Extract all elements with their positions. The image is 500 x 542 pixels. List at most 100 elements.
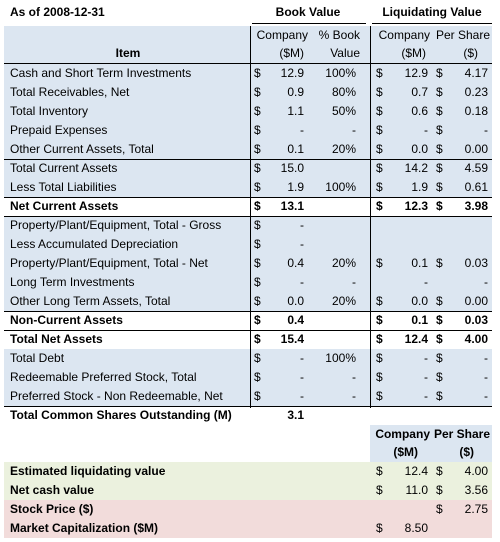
summary-row-shading <box>4 500 492 519</box>
book-value-currency: $ <box>254 237 261 251</box>
book-value: 0.1 <box>287 142 304 156</box>
per-share-value <box>444 406 488 425</box>
book-value-currency: $ <box>254 161 261 175</box>
book-value-currency: $ <box>254 389 261 403</box>
row-separator <box>4 159 492 160</box>
summary-company-currency: $ <box>376 464 383 478</box>
summary-per-share-value: 3.56 <box>464 483 488 497</box>
summary-per-share-value: 2.75 <box>464 502 488 516</box>
row-label: Total Current Assets <box>10 161 118 175</box>
column-separator <box>250 26 251 408</box>
per-share-value: 0.03 <box>464 256 488 270</box>
table-row: Total Debt $ -100% $ - $ - <box>0 349 500 368</box>
row-label: Total Net Assets <box>10 332 103 346</box>
summary-row: Stock Price ($) $2.75 <box>0 500 500 519</box>
row-label: Total Inventory <box>10 104 89 118</box>
row-label: Total Common Shares Outstanding (M) <box>10 408 232 422</box>
row-label: Long Term Investments <box>10 275 135 289</box>
table-row: Long Term Investments $ - - - - <box>0 273 500 292</box>
summary-per-share-header-line2: ($) <box>459 445 474 459</box>
per-share-value: - <box>484 389 488 403</box>
liquidating-value: - <box>424 370 428 384</box>
summary-row-shading <box>4 481 492 500</box>
table-row: Total Common Shares Outstanding (M) 3.1 <box>0 406 500 425</box>
book-value: - <box>300 275 304 289</box>
table-row: Total Inventory $1.1 50% $0.6 $0.18 <box>0 102 500 121</box>
row-label: Total Debt <box>10 351 65 365</box>
summary-label: Net cash value <box>10 483 95 497</box>
per-share-header-line2: ($) <box>463 46 478 60</box>
pct-book-value <box>312 197 356 216</box>
summary-header-band <box>370 425 492 462</box>
book-value-currency: $ <box>254 370 261 384</box>
summary-company-value: 11.0 <box>405 483 428 497</box>
per-share-currency: $ <box>436 294 443 308</box>
as-of-label: As of 2008-12-31 <box>10 5 105 19</box>
per-share-currency: $ <box>436 370 443 384</box>
table-row: Non-Current Assets $0.4 $0.1 $0.03 <box>0 311 500 330</box>
book-value: - <box>300 123 304 137</box>
liquidating-value-currency: $ <box>376 370 383 384</box>
book-value: 3.1 <box>287 408 304 422</box>
liq-company-header-line1: Company <box>378 28 430 42</box>
liquidating-value-currency: $ <box>376 104 383 118</box>
summary-per-share-currency: $ <box>436 464 443 478</box>
liquidating-value-currency: $ <box>376 256 383 270</box>
pct-book-header-line1: % Book <box>318 28 360 42</box>
liquidating-value: 0.0 <box>411 142 428 156</box>
liquidating-value-currency: $ <box>376 389 383 403</box>
pct-book-value: 100% <box>325 180 356 194</box>
book-value-currency: $ <box>254 199 261 213</box>
header-row-3: Item ($M) Value ($M) ($) <box>0 44 500 63</box>
book-value-currency: $ <box>254 123 261 137</box>
liquidating-value-currency: $ <box>376 123 383 137</box>
summary-company-value: 12.4 <box>404 464 428 478</box>
per-share-value: 3.98 <box>464 199 488 213</box>
summary-row-shading <box>4 519 492 538</box>
liquidating-value-currency: $ <box>376 294 383 308</box>
pct-book-value: 50% <box>331 104 356 118</box>
book-value: - <box>300 351 304 365</box>
per-share-currency: $ <box>436 66 443 80</box>
table-row: Property/Plant/Equipment, Total - Net $0.… <box>0 254 500 273</box>
book-value-currency: $ <box>254 180 261 194</box>
book-value-currency: $ <box>254 142 261 156</box>
liquidating-value: 0.1 <box>411 313 428 327</box>
summary-row-shading <box>4 462 492 481</box>
pct-book-value: - <box>352 370 356 384</box>
pct-book-header-line2: Value <box>330 46 360 60</box>
header-separator <box>4 63 492 64</box>
pct-book-value: - <box>352 123 356 137</box>
pct-book-value <box>312 406 356 425</box>
per-share-value: 0.23 <box>464 85 488 99</box>
book-value-currency: $ <box>254 351 261 365</box>
table-row: Other Long Term Assets, Total $0.0 20% $0.0… <box>0 292 500 311</box>
liquidating-value-currency: $ <box>376 199 383 213</box>
per-share-currency: $ <box>436 142 443 156</box>
summary-company-header-line2: ($M) <box>393 445 418 459</box>
company-header-line1: Company <box>256 28 308 42</box>
table-row: Less Accumulated Depreciation $ - <box>0 235 500 254</box>
liquidating-value <box>384 235 428 254</box>
header-row-1: As of 2008-12-31 Book Value Liquidating … <box>0 3 500 22</box>
table-row: Total Current Assets $15.0 $14.2 $4.59 <box>0 159 500 178</box>
liquidating-value: 1.9 <box>411 180 428 194</box>
summary-per-share-currency: $ <box>436 502 443 516</box>
per-share-value: 0.18 <box>464 104 488 118</box>
summary-company-header-line1: Company <box>375 427 430 441</box>
table-row: Other Current Assets, Total $0.1 20% $0.0 $0… <box>0 140 500 159</box>
row-label: Non-Current Assets <box>10 313 123 327</box>
liquidating-value: 14.2 <box>404 161 428 175</box>
summary-per-share-currency: $ <box>436 483 443 497</box>
summary-label: Stock Price ($) <box>10 502 94 516</box>
per-share-value: 0.03 <box>464 313 488 327</box>
book-value-currency: $ <box>254 332 261 346</box>
liquidating-value: 0.0 <box>411 294 428 308</box>
table-row: Cash and Short Term Investments $12.9 100%… <box>0 64 500 83</box>
per-share-value <box>444 216 488 235</box>
summary-row: Estimated liquidating value $12.4 $4.00 <box>0 462 500 481</box>
row-separator <box>4 216 492 217</box>
liquidating-value: 12.9 <box>404 66 428 80</box>
summary-row: Net cash value $11.0 $3.56 <box>0 481 500 500</box>
pct-book-value <box>312 216 356 235</box>
